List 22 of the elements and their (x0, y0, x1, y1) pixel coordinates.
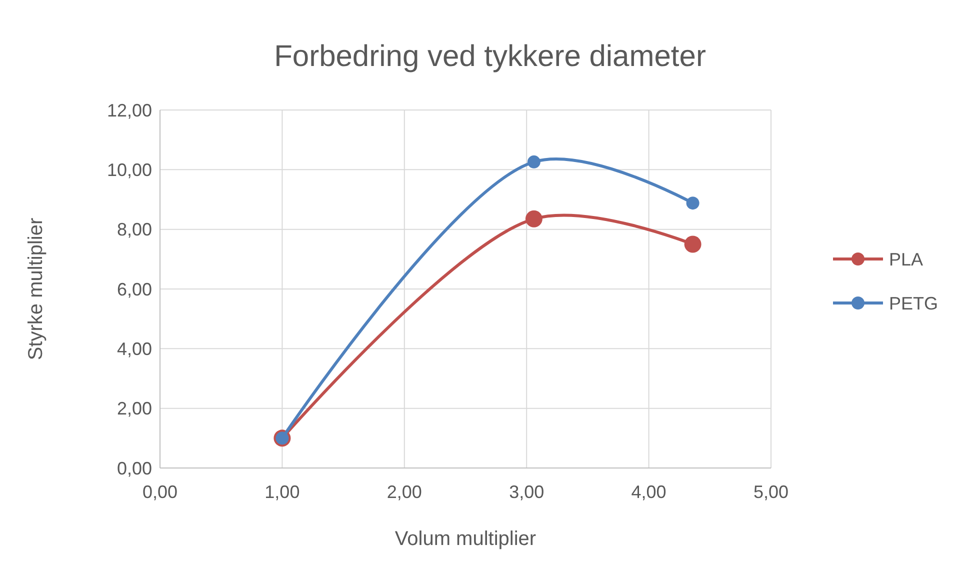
legend-label: PETG (889, 293, 938, 314)
point (527, 155, 540, 168)
y-tick-label: 12,00 (106, 100, 152, 120)
x-tick-label: 0,00 (142, 482, 178, 502)
y-tick-label: 6,00 (116, 279, 152, 300)
point (686, 196, 700, 210)
y-tick-label: 0,00 (116, 458, 152, 478)
y-tick-label: 2,00 (116, 398, 152, 419)
y-axis-title: Styrke multiplier (25, 218, 47, 360)
y-tick-label: 10,00 (106, 160, 152, 180)
x-tick-label: 2,00 (386, 482, 422, 502)
point (684, 236, 702, 253)
chart-title: Forbedring ved tykkere diameter (274, 40, 706, 73)
point (525, 210, 542, 228)
y-tick-label: 4,00 (116, 338, 152, 359)
y-tick-label: 8,00 (116, 220, 152, 240)
x-tick-label: 3,00 (509, 482, 544, 502)
legend-label: PLA (889, 249, 924, 270)
x-tick-label: 5,00 (753, 482, 789, 502)
x-tick-label: 1,00 (264, 482, 300, 502)
x-axis-title: Volum multiplier (394, 528, 536, 550)
x-tick-label: 4,00 (631, 482, 666, 502)
